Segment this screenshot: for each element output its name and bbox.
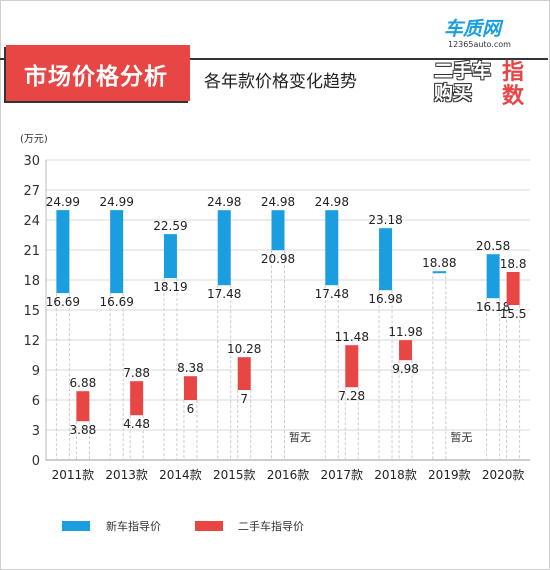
used-price-min-label: 9.98 bbox=[392, 362, 419, 376]
used-price-min-label: 7.28 bbox=[338, 389, 365, 403]
used-price-max-label: 6.88 bbox=[70, 376, 97, 390]
new-price-bar bbox=[432, 271, 446, 274]
logo-index-b: 数 bbox=[502, 84, 525, 109]
y-tick-label: 3 bbox=[32, 424, 40, 439]
x-tick-label: 2019款 bbox=[428, 468, 471, 482]
x-tick-label: 2017款 bbox=[321, 468, 364, 482]
used-price-bar bbox=[76, 391, 90, 422]
new-price-min-label: 17.48 bbox=[315, 287, 349, 301]
y-tick-label: 9 bbox=[32, 364, 40, 379]
used-price-max-label: 18.8 bbox=[500, 257, 527, 271]
used-price-max-label: 10.28 bbox=[227, 342, 261, 356]
used-price-min-label: 7 bbox=[240, 392, 248, 406]
new-price-max-label: 23.18 bbox=[368, 213, 402, 227]
new-price-bar bbox=[110, 210, 124, 294]
logo-index-a: 指 bbox=[502, 60, 525, 85]
new-price-max-label: 24.99 bbox=[46, 195, 80, 209]
y-tick-label: 27 bbox=[23, 184, 40, 199]
not-available-label: 暂无 bbox=[450, 431, 472, 444]
new-price-max-label: 24.98 bbox=[207, 195, 241, 209]
x-tick-label: 2015款 bbox=[213, 468, 256, 482]
logo-url: 12365auto.com bbox=[448, 40, 511, 49]
used-price-bar bbox=[130, 381, 144, 416]
new-price-max-label: 24.98 bbox=[261, 195, 295, 209]
y-unit-label: (万元) bbox=[20, 134, 48, 145]
used-price-bar bbox=[183, 376, 197, 400]
logo-line1: 二手车 bbox=[434, 60, 492, 82]
y-tick-label: 12 bbox=[23, 334, 40, 349]
new-price-max-label: 20.58 bbox=[476, 239, 510, 253]
used-price-bar bbox=[506, 272, 520, 305]
new-price-bar bbox=[325, 210, 339, 286]
new-price-min-label: 16.18 bbox=[476, 300, 510, 314]
used-price-min-label: 15.5 bbox=[500, 307, 527, 321]
new-price-bar bbox=[379, 228, 393, 291]
used-price-min-label: 3.88 bbox=[70, 423, 97, 437]
used-price-max-label: 11.48 bbox=[335, 330, 369, 344]
new-price-bar bbox=[486, 254, 500, 299]
logo-line2: 购买 bbox=[434, 82, 473, 104]
y-tick-label: 18 bbox=[23, 274, 40, 289]
page-subtitle: 各年款价格变化趋势 bbox=[204, 72, 357, 92]
y-tick-label: 0 bbox=[32, 454, 40, 469]
not-available-label: 暂无 bbox=[289, 431, 311, 444]
used-price-bar bbox=[345, 345, 359, 388]
x-tick-label: 2020款 bbox=[482, 468, 525, 482]
used-price-min-label: 6 bbox=[187, 402, 195, 416]
new-price-bar bbox=[163, 234, 177, 279]
new-price-bar bbox=[56, 210, 70, 294]
x-tick-label: 2018款 bbox=[374, 468, 417, 482]
logo: 车质网 12365auto.com 二手车 购买 指 数 bbox=[432, 10, 542, 109]
new-price-min-label: 18.19 bbox=[153, 280, 187, 294]
title-banner: 市场价格分析 bbox=[6, 45, 190, 101]
used-price-min-label: 4.48 bbox=[123, 417, 150, 431]
used-price-max-label: 8.38 bbox=[177, 361, 204, 375]
new-price-max-label: 24.98 bbox=[315, 195, 349, 209]
new-price-max-label: 24.99 bbox=[99, 195, 133, 209]
used-price-bar bbox=[399, 340, 413, 361]
y-tick-label: 15 bbox=[23, 304, 40, 319]
new-price-bar bbox=[217, 210, 231, 286]
new-price-max-label: 18.88 bbox=[422, 256, 456, 270]
new-price-bar bbox=[271, 210, 285, 251]
used-price-bar bbox=[237, 357, 251, 390]
x-tick-label: 2014款 bbox=[159, 468, 202, 482]
page-title: 市场价格分析 bbox=[24, 64, 168, 90]
logo-brand: 车质网 bbox=[444, 18, 502, 40]
new-price-min-label: 16.69 bbox=[99, 295, 133, 309]
new-price-max-label: 22.59 bbox=[153, 219, 187, 233]
new-price-min-label: 16.69 bbox=[46, 295, 80, 309]
used-price-max-label: 7.88 bbox=[123, 366, 150, 380]
y-tick-label: 6 bbox=[32, 394, 40, 409]
header-divider bbox=[0, 58, 548, 60]
new-price-min-label: 17.48 bbox=[207, 287, 241, 301]
y-tick-label: 21 bbox=[23, 244, 40, 259]
new-price-min-label: 20.98 bbox=[261, 252, 295, 266]
new-price-min-label: 16.98 bbox=[368, 292, 402, 306]
y-tick-label: 24 bbox=[23, 214, 40, 229]
x-tick-label: 2016款 bbox=[267, 468, 310, 482]
x-tick-label: 2013款 bbox=[105, 468, 148, 482]
used-price-max-label: 11.98 bbox=[388, 325, 422, 339]
y-tick-label: 30 bbox=[23, 154, 40, 169]
x-tick-label: 2011款 bbox=[52, 468, 95, 482]
